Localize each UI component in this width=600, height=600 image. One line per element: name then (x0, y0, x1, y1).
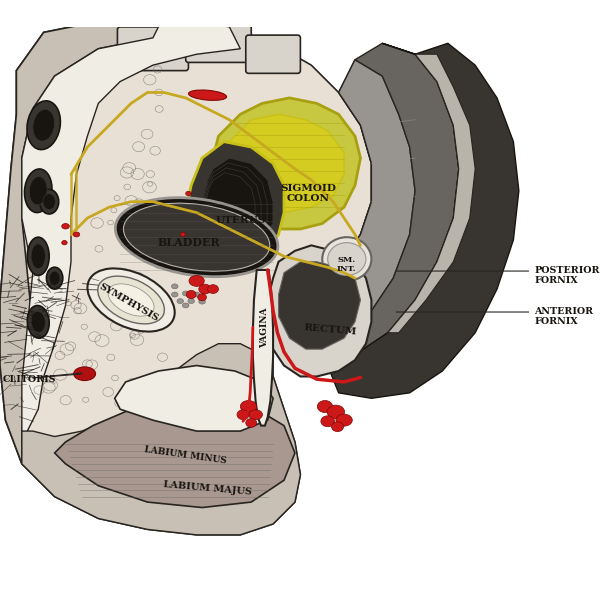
Polygon shape (284, 59, 404, 322)
Text: UTERUS: UTERUS (215, 217, 265, 226)
Text: LABIUM MINUS: LABIUM MINUS (144, 445, 227, 466)
Ellipse shape (62, 224, 70, 229)
Ellipse shape (246, 419, 257, 427)
Ellipse shape (317, 400, 332, 413)
Ellipse shape (172, 292, 178, 297)
Polygon shape (328, 43, 519, 398)
Polygon shape (317, 43, 459, 365)
Polygon shape (268, 245, 371, 376)
Text: CLITORIS: CLITORIS (3, 374, 56, 383)
Ellipse shape (322, 237, 371, 281)
Ellipse shape (27, 305, 49, 338)
Polygon shape (115, 365, 273, 431)
FancyBboxPatch shape (118, 27, 188, 71)
Ellipse shape (31, 311, 46, 332)
Ellipse shape (108, 284, 154, 316)
Ellipse shape (98, 276, 164, 324)
Ellipse shape (124, 203, 270, 271)
Text: SM.
INT.: SM. INT. (337, 256, 356, 273)
Polygon shape (253, 270, 273, 425)
Ellipse shape (29, 176, 47, 205)
Ellipse shape (327, 405, 344, 419)
Ellipse shape (321, 416, 335, 427)
Polygon shape (224, 115, 344, 212)
Ellipse shape (241, 400, 257, 413)
Ellipse shape (328, 242, 366, 275)
Text: VAGINA: VAGINA (260, 307, 269, 347)
Text: LABIUM MAJUS: LABIUM MAJUS (163, 480, 252, 497)
Ellipse shape (31, 244, 46, 269)
Polygon shape (388, 54, 475, 333)
Ellipse shape (25, 169, 52, 212)
Ellipse shape (181, 233, 185, 236)
Polygon shape (22, 344, 301, 535)
Polygon shape (55, 398, 295, 508)
Ellipse shape (185, 191, 191, 196)
Text: RECTUM: RECTUM (304, 323, 358, 337)
Ellipse shape (188, 299, 194, 304)
Ellipse shape (74, 367, 95, 380)
Text: POSTERIOR
FORNIX: POSTERIOR FORNIX (534, 266, 599, 285)
Polygon shape (278, 262, 361, 349)
Polygon shape (202, 158, 273, 251)
Ellipse shape (249, 410, 262, 419)
Ellipse shape (182, 291, 189, 296)
Ellipse shape (88, 268, 175, 332)
Text: ANTERIOR
FORNIX: ANTERIOR FORNIX (534, 307, 593, 326)
Ellipse shape (189, 275, 204, 286)
Ellipse shape (186, 290, 196, 299)
Ellipse shape (188, 90, 227, 100)
Ellipse shape (193, 292, 200, 297)
Text: SYMPHYSIS: SYMPHYSIS (97, 282, 160, 323)
Ellipse shape (27, 101, 61, 149)
Ellipse shape (40, 190, 59, 214)
Polygon shape (0, 16, 164, 464)
Ellipse shape (199, 299, 205, 304)
Polygon shape (0, 16, 371, 535)
Ellipse shape (198, 294, 206, 301)
Ellipse shape (33, 109, 55, 141)
Ellipse shape (332, 422, 344, 431)
Polygon shape (185, 142, 284, 267)
Ellipse shape (208, 285, 218, 293)
Ellipse shape (182, 303, 189, 308)
Ellipse shape (49, 271, 60, 285)
Text: BLADDER: BLADDER (157, 237, 220, 248)
Ellipse shape (62, 241, 67, 245)
Ellipse shape (237, 410, 249, 419)
Ellipse shape (336, 414, 352, 426)
FancyBboxPatch shape (246, 35, 301, 73)
Ellipse shape (199, 284, 211, 294)
Polygon shape (213, 98, 361, 229)
Ellipse shape (28, 237, 49, 275)
Ellipse shape (43, 194, 55, 209)
Ellipse shape (73, 232, 80, 237)
Polygon shape (22, 16, 241, 464)
Ellipse shape (46, 267, 63, 289)
Polygon shape (284, 59, 415, 344)
FancyBboxPatch shape (185, 24, 251, 62)
Ellipse shape (115, 197, 278, 277)
Text: SIGMOID
COLON: SIGMOID COLON (281, 184, 337, 203)
Ellipse shape (172, 284, 178, 289)
Ellipse shape (177, 299, 184, 304)
